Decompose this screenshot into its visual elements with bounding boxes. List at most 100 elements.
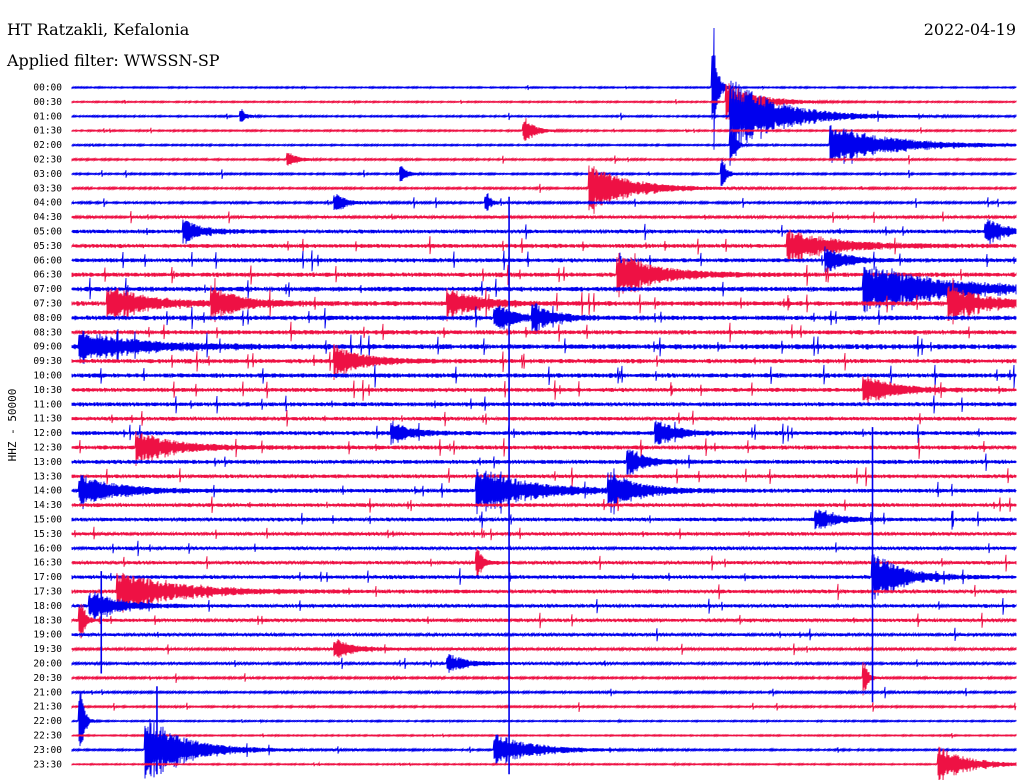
- time-tick-label: 13:30: [33, 471, 62, 482]
- seismic-trace-row: [71, 165, 1017, 214]
- time-tick-label: 20:00: [33, 659, 62, 670]
- seismic-trace-row: [71, 302, 1017, 335]
- time-tick-label: 11:00: [33, 399, 62, 410]
- seismic-trace-row: [71, 604, 1017, 639]
- seismic-trace-row: [71, 654, 1017, 673]
- seismic-trace-row: [71, 376, 1017, 403]
- y-axis-label: HHZ - 50000: [6, 389, 19, 462]
- seismic-trace-row: [71, 468, 1017, 515]
- time-tick-label: 09:00: [33, 342, 62, 353]
- time-tick-label: 19:00: [33, 630, 62, 641]
- time-tick-label: 06:30: [33, 270, 62, 281]
- time-tick-label: 17:30: [33, 587, 62, 598]
- time-tick-label: 15:00: [33, 515, 62, 526]
- time-tick-label: 08:00: [33, 313, 62, 324]
- filter-label: Applied filter: WWSSN-SP: [7, 51, 220, 70]
- time-tick-label: 03:30: [33, 183, 62, 194]
- seismic-trace-row: [71, 364, 1017, 388]
- time-tick-label: 16:30: [33, 558, 62, 569]
- seismic-trace-row: [71, 526, 1017, 541]
- seismic-trace-row: [71, 193, 1017, 211]
- seismic-trace-row: [71, 80, 1017, 157]
- time-tick-label: 14:00: [33, 486, 62, 497]
- time-tick-label: 02:00: [33, 140, 62, 151]
- time-tick-label: 10:00: [33, 371, 62, 382]
- seismic-trace-row: [71, 732, 1017, 739]
- time-tick-label: 07:00: [33, 284, 62, 295]
- time-tick-label: 15:30: [33, 529, 62, 540]
- y-axis-label-group: HHZ - 50000: [6, 389, 19, 462]
- seismic-trace-row: [71, 431, 1017, 467]
- time-tick-label: 13:00: [33, 457, 62, 468]
- time-tick-label: 11:30: [33, 414, 62, 425]
- time-tick-label: 21:30: [33, 702, 62, 713]
- seismic-trace-row: [71, 496, 1017, 513]
- seismic-trace-row: [71, 692, 1017, 747]
- time-tick-label: 08:30: [33, 327, 62, 338]
- time-tick-label: 10:30: [33, 385, 62, 396]
- seismic-trace-row: [71, 420, 1017, 445]
- time-tick-label: 00:00: [33, 83, 62, 94]
- time-tick-label: 20:30: [33, 673, 62, 684]
- seismic-trace-row: [71, 321, 1017, 343]
- time-tick-label: 09:30: [33, 356, 62, 367]
- time-tick-label: 03:00: [33, 169, 62, 180]
- time-tick-label: 12:30: [33, 443, 62, 454]
- seismic-trace-row: [71, 662, 1017, 696]
- seismic-trace-row: [71, 395, 1017, 414]
- station-title: HT Ratzakli, Kefalonia: [7, 20, 190, 39]
- seismic-trace-row: [71, 125, 1017, 166]
- seismic-trace-row: [71, 266, 1017, 313]
- time-tick-label: 14:30: [33, 500, 62, 511]
- time-tick-label: 23:30: [33, 759, 62, 770]
- seismic-trace-row: [71, 246, 1017, 273]
- time-tick-label: 07:30: [33, 299, 62, 310]
- seismic-trace-row: [71, 27, 1017, 150]
- seismic-trace-row: [71, 278, 1017, 325]
- seismic-trace-row: [71, 83, 1017, 120]
- time-tick-label: 16:00: [33, 543, 62, 554]
- seismic-trace-row: [71, 686, 1017, 699]
- seismic-trace-row: [71, 229, 1017, 263]
- time-tick-label: 21:00: [33, 687, 62, 698]
- seismic-trace-row: [71, 152, 1017, 166]
- time-tick-label: 18:30: [33, 615, 62, 626]
- time-tick-label: 22:00: [33, 716, 62, 727]
- seismic-trace-row: [71, 118, 1017, 141]
- time-tick-label: 05:30: [33, 241, 62, 252]
- seismic-trace-row: [71, 252, 1017, 298]
- seismic-trace-row: [71, 449, 1017, 476]
- time-tick-label: 05:00: [33, 227, 62, 238]
- time-tick-label: 01:30: [33, 126, 62, 137]
- seismic-trace-row: [71, 548, 1017, 579]
- seismic-trace-row: [71, 211, 1017, 224]
- seismic-trace-row: [71, 572, 1017, 613]
- time-tick-label: 01:00: [33, 111, 62, 122]
- seismic-trace-row: [71, 718, 1017, 779]
- time-tick-label: 19:30: [33, 644, 62, 655]
- seismic-trace-row: [71, 159, 1017, 187]
- seismic-trace-row: [71, 219, 1017, 245]
- time-tick-label: 18:00: [33, 601, 62, 612]
- time-tick-label: 00:30: [33, 97, 62, 108]
- seismic-trace-row: [71, 540, 1017, 557]
- seismic-trace-row: [71, 467, 1017, 487]
- seismic-trace-row: [71, 591, 1017, 622]
- seismic-trace-row: [71, 554, 1017, 600]
- time-tick-label: 23:00: [33, 745, 62, 756]
- seismic-trace-row: [71, 509, 1017, 530]
- time-tick-label: 22:30: [33, 731, 62, 742]
- seismic-trace-row: [71, 702, 1017, 712]
- seismic-trace-row: [71, 410, 1017, 427]
- time-tick-label: 12:00: [33, 428, 62, 439]
- seismic-trace-row: [71, 329, 1017, 364]
- time-tick-label: 04:30: [33, 212, 62, 223]
- record-date: 2022-04-19: [923, 20, 1016, 39]
- time-tick-label: 04:00: [33, 198, 62, 209]
- seismic-trace-row: [71, 639, 1017, 658]
- time-tick-label: 06:00: [33, 255, 62, 266]
- time-tick-label: 17:00: [33, 572, 62, 583]
- seismic-trace-row: [71, 746, 1017, 780]
- seismic-trace-row: [71, 343, 1017, 381]
